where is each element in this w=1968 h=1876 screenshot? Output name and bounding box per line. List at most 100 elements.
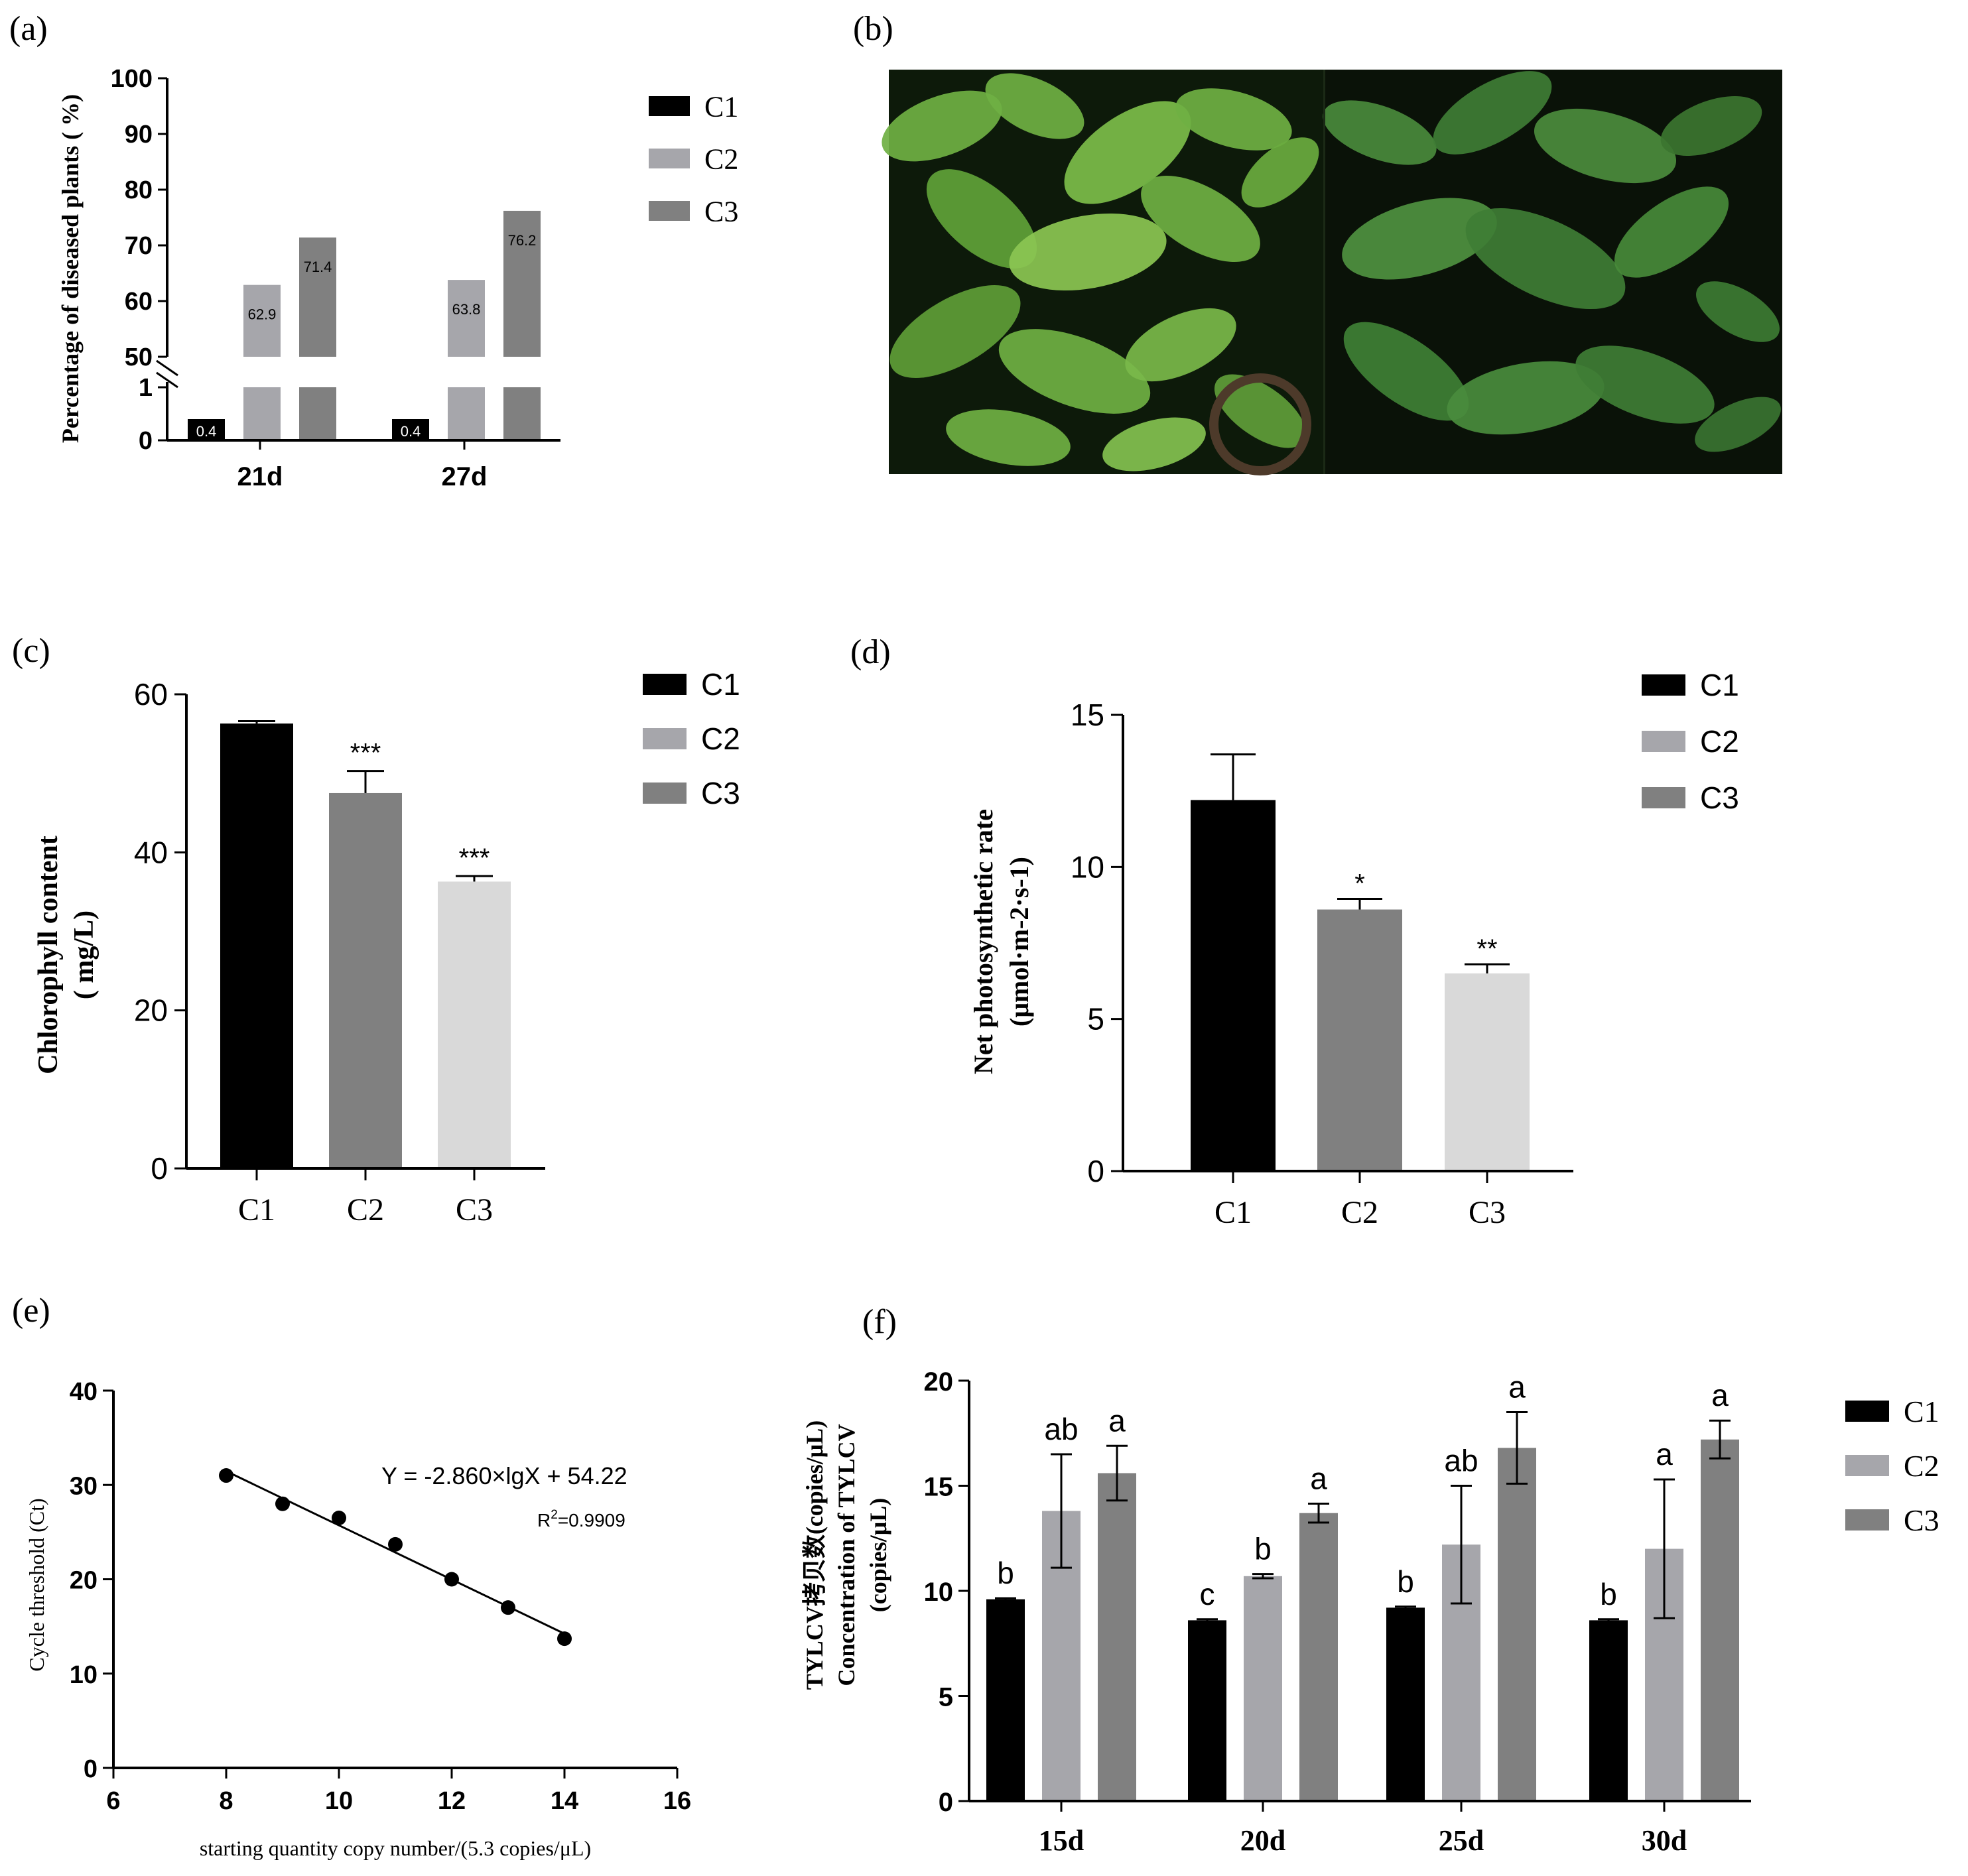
bar-a-lower-C3-27d [503,387,541,440]
panel-c-legend-label-C2: C2 [701,721,740,756]
leaf-shape [1141,175,1260,263]
letter-f-C1-30d: b [1600,1577,1617,1611]
panel-c-ytick-label: 60 [134,677,168,712]
panel-e-equation: Y = -2.860×lgX + 54.22 [381,1462,627,1489]
panel-c-chart: *** *** 0 20 40 60 C1 C2 C3 Chlorophyll content… [33,667,740,1227]
bar-a-label-C2-27d: 63.8 [452,301,481,318]
panel-e-point [501,1600,515,1615]
letter-f-C2-20d: b [1254,1532,1272,1566]
panel-d-ylabel-line1: Net photosynthetic rate [968,809,998,1074]
significance-d-C2: * [1354,869,1365,898]
panel-e-xtick-label: 6 [106,1787,120,1815]
leaf-shape [1447,361,1605,435]
panel-d-letter: (d) [850,633,891,671]
letter-f-C2-25d: ab [1444,1444,1478,1478]
bar-a-label-C1-21d: 0.4 [196,423,217,440]
panel-c-legend-label-C1: C1 [701,667,740,702]
bar-c-C2 [329,792,402,1168]
panel-f-legend-swatch-C1 [1845,1401,1889,1422]
letter-f-C1-15d: b [997,1556,1014,1590]
bar-a-C3-21d [299,237,336,357]
panel-e-ytick-label: 20 [70,1567,98,1595]
bar-f-C1-25d [1386,1607,1425,1801]
panel-a-legend-swatch-C2 [649,149,690,168]
panel-e-point [444,1572,459,1587]
panel-f-ytick-label: 15 [924,1473,954,1502]
panel-e-ylabel: Cycle threshold (Ct) [25,1498,48,1671]
panel-d-xtick-label: C3 [1469,1195,1506,1230]
panel-c-legend-swatch-C2 [643,728,687,749]
panel-e-chart: 0 10 20 30 40 6 8 10 12 14 16 Y = -2.860×lgX + 54.… [25,1378,691,1860]
panel-e-r2-sup: 2 [551,1508,558,1522]
panel-a-ytick-label: 80 [125,176,153,204]
panel-f-legend-label-C3: C3 [1904,1503,1939,1537]
panel-f-ytick-label: 5 [939,1683,953,1712]
photo-divider [1323,70,1325,474]
panel-a-ytick-label: 100 [111,65,153,93]
leaf-shape [1575,345,1715,424]
panel-e-ytick-label: 30 [70,1472,98,1500]
letter-f-C1-20d: c [1200,1577,1215,1611]
bar-f-C3-25d [1498,1448,1536,1801]
bar-f-C2-20d [1244,1576,1282,1801]
panel-c-legend-swatch-C3 [643,782,687,804]
leaf-shape [1323,100,1437,165]
letter-f-C3-15d: a [1108,1403,1126,1438]
panel-a-ytick-label: 1 [139,374,153,402]
bar-a-lower-C3-21d [299,387,336,440]
bar-a-label-C3-27d: 76.2 [508,232,537,249]
panel-f-ytick-label: 20 [924,1367,954,1397]
bar-d-C3 [1445,973,1530,1171]
bar-c-C3 [438,881,511,1168]
leaf-shape [1695,397,1781,452]
letter-f-C3-25d: a [1508,1370,1526,1405]
panel-c-ylabel-line1: Chlorophyll content [33,836,64,1074]
panel-c-ytick-label: 0 [151,1151,168,1186]
significance-c-C2: *** [350,739,381,768]
panel-f-ytick-label: 0 [939,1788,953,1817]
bar-a-C1-27d [392,419,429,440]
letter-f-C3-20d: a [1310,1461,1327,1495]
panel-a-ytick-label: 70 [125,232,153,260]
panel-e-xtick-label: 10 [325,1787,353,1815]
panel-c-ylabel-line2: ( mg/L) [69,910,99,999]
panel-f-legend-label-C1: C1 [1904,1395,1939,1428]
letter-f-C1-25d: b [1397,1564,1414,1599]
leaf-shape [1465,208,1626,310]
panel-c-xtick-label: C2 [347,1192,384,1227]
panel-a-ytick-label: 90 [125,121,153,149]
panel-c-ytick-label: 40 [134,835,168,869]
panel-c-legend-label-C3: C3 [701,776,740,810]
panel-f-legend-swatch-C2 [1845,1455,1889,1476]
bar-a-C3-27d [503,210,541,357]
panel-d-legend-label-C2: C2 [1700,724,1739,759]
significance-c-C3: *** [459,844,490,873]
panel-e-letter: (e) [12,1292,50,1330]
panel-d-ytick-label: 15 [1071,698,1104,732]
leaf-shape [1241,137,1319,208]
bar-f-C1-15d [986,1599,1025,1801]
leaf-shape [1064,101,1191,204]
panel-a-legend-label-C2: C2 [704,143,738,175]
bar-f-C3-30d [1701,1439,1739,1801]
leaf-shape [1102,417,1206,471]
bar-a-lower-C2-21d [243,387,281,440]
leaf-shape [998,329,1151,414]
bar-a-C2-27d [448,280,485,357]
panel-e-ytick-label: 0 [84,1755,98,1783]
panel-e-xtick-label: 14 [551,1787,578,1815]
panel-e-point [219,1468,233,1483]
panel-e-point [275,1496,290,1511]
leaf-shape [1125,308,1236,382]
bar-a-lower-C2-27d [448,387,485,440]
panel-a-ytick-label: 50 [125,344,153,371]
panel-d-ytick-label: 5 [1087,1002,1104,1036]
leaf-shape [1534,108,1677,184]
panel-e-r2-value: =0.9909 [558,1510,625,1531]
panel-f-xtick-label: 30d [1642,1824,1687,1857]
bar-f-C3-20d [1299,1513,1338,1801]
panel-f-ylabel-line3: (copies/μL) [865,1498,891,1612]
significance-d-C3: ** [1476,934,1497,964]
panel-f-xtick-label: 25d [1439,1824,1484,1857]
